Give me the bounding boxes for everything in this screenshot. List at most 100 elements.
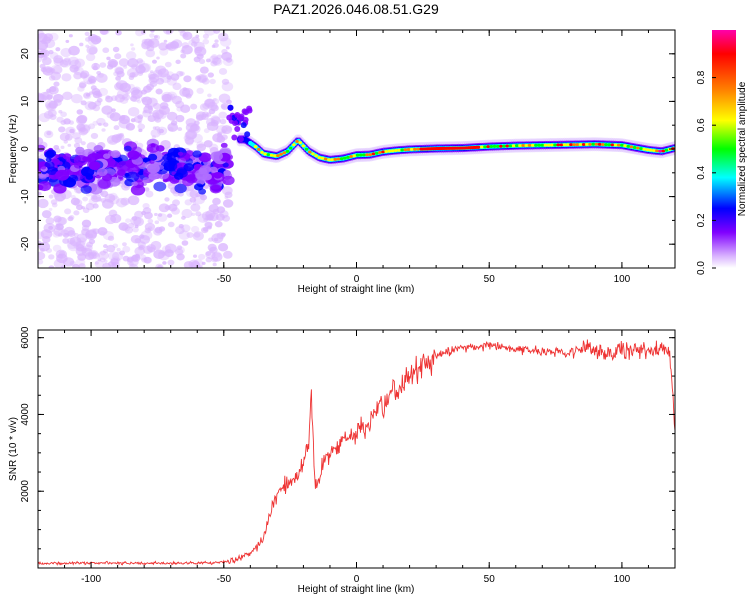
noise-blob [77, 253, 87, 261]
noise-band-blob [103, 153, 111, 159]
noise-blob [192, 254, 198, 258]
noise-blob [58, 233, 63, 237]
noise-blob [74, 186, 83, 194]
noise-blob [73, 142, 81, 149]
ridge-core [336, 157, 341, 161]
noise-blob [103, 122, 109, 127]
noise-blob [188, 259, 200, 268]
noise-blob [87, 249, 99, 259]
noise-band-blob [174, 183, 187, 194]
noise-blob [81, 219, 92, 228]
noise-blob [157, 250, 170, 261]
noise-blob [46, 130, 52, 136]
noise-blob [80, 100, 87, 106]
noise-blob [136, 99, 142, 104]
noise-blob [47, 109, 57, 117]
ridge-core [530, 143, 535, 147]
noise-blob [172, 82, 182, 91]
ridge-core [276, 154, 280, 158]
transition-blob [234, 111, 241, 118]
ridge-core [610, 143, 615, 147]
noise-blob [213, 30, 221, 34]
noise-blob [195, 75, 202, 81]
spectrogram-y-tick-label: 0 [20, 146, 31, 152]
noise-blob [138, 128, 143, 133]
noise-blob [175, 59, 181, 65]
noise-blob [150, 128, 161, 138]
ridge-peak [430, 147, 434, 151]
noise-blob [198, 253, 206, 260]
noise-blob [167, 213, 173, 218]
noise-blob [188, 128, 192, 132]
snr-y-ticks: 2000 4000 6000 [20, 326, 675, 550]
noise-blob [185, 118, 197, 127]
ridge-core [282, 151, 287, 155]
noise-blob [205, 118, 216, 127]
ridge-peak [425, 147, 429, 151]
snr-panel: -100 -50 0 50 100 2000 4000 6000 Height of str… [8, 326, 676, 595]
noise-blob [64, 208, 72, 215]
noise-blob [59, 60, 69, 68]
noise-blob [110, 256, 121, 265]
noise-band-blob [62, 153, 72, 160]
transition-blob [231, 134, 238, 141]
noise-band-blob [166, 156, 173, 161]
ridge-peak [441, 146, 445, 150]
noise-blob [181, 42, 190, 49]
noise-blob [141, 38, 153, 48]
noise-blob [154, 212, 158, 217]
noise-blob [211, 57, 222, 65]
ridge-core [349, 155, 353, 159]
noise-blob [104, 193, 116, 203]
noise-blob [156, 56, 160, 60]
noise-blob [67, 56, 79, 66]
noise-blob [48, 194, 54, 199]
noise-blob [139, 62, 152, 73]
noise-blob [116, 89, 129, 100]
noise-blob [106, 56, 111, 61]
noise-blob [147, 72, 157, 80]
ridge-core [320, 156, 325, 160]
noise-blob [112, 243, 119, 249]
noise-blob [194, 75, 202, 82]
noise-blob [135, 65, 146, 74]
ridge-core [601, 143, 605, 147]
ridge-core [381, 150, 385, 154]
noise-band-blob [217, 173, 224, 178]
ridge-core [616, 143, 621, 147]
ridge-core [639, 147, 643, 151]
noise-band-blob [202, 173, 212, 181]
noise-band-blob [198, 152, 212, 163]
ridge-core [495, 144, 500, 148]
noise-blob [211, 44, 216, 48]
ridge-core [413, 147, 417, 151]
noise-blob [70, 197, 80, 206]
ridge-peak [475, 145, 479, 149]
spectrogram-y-axis-label: Frequency (Hz) [8, 115, 19, 184]
noise-blob [69, 128, 75, 134]
noise-blob [69, 64, 79, 73]
transition-blob [232, 120, 239, 127]
noise-blob [195, 211, 202, 217]
ridge-peak [444, 146, 448, 150]
ridge-core [292, 143, 296, 147]
noise-blob [83, 92, 91, 99]
noise-blob [221, 78, 230, 85]
noise-blob [162, 261, 167, 265]
noise-band-blob [193, 183, 204, 191]
noise-blob [192, 202, 197, 206]
ridge-core [409, 147, 414, 151]
noise-blob [201, 113, 209, 121]
noise-blob [56, 223, 64, 231]
noise-blob [137, 71, 144, 76]
noise-blob [91, 88, 101, 96]
noise-blob [65, 126, 76, 136]
noise-blob [202, 227, 209, 232]
noise-blob [149, 73, 160, 83]
ridge-core [371, 152, 376, 156]
noise-blob [97, 227, 108, 236]
noise-blob [130, 87, 140, 96]
noise-blob [209, 78, 216, 85]
ridge-core [323, 157, 328, 161]
snr-x-tick-label: 0 [354, 574, 360, 585]
